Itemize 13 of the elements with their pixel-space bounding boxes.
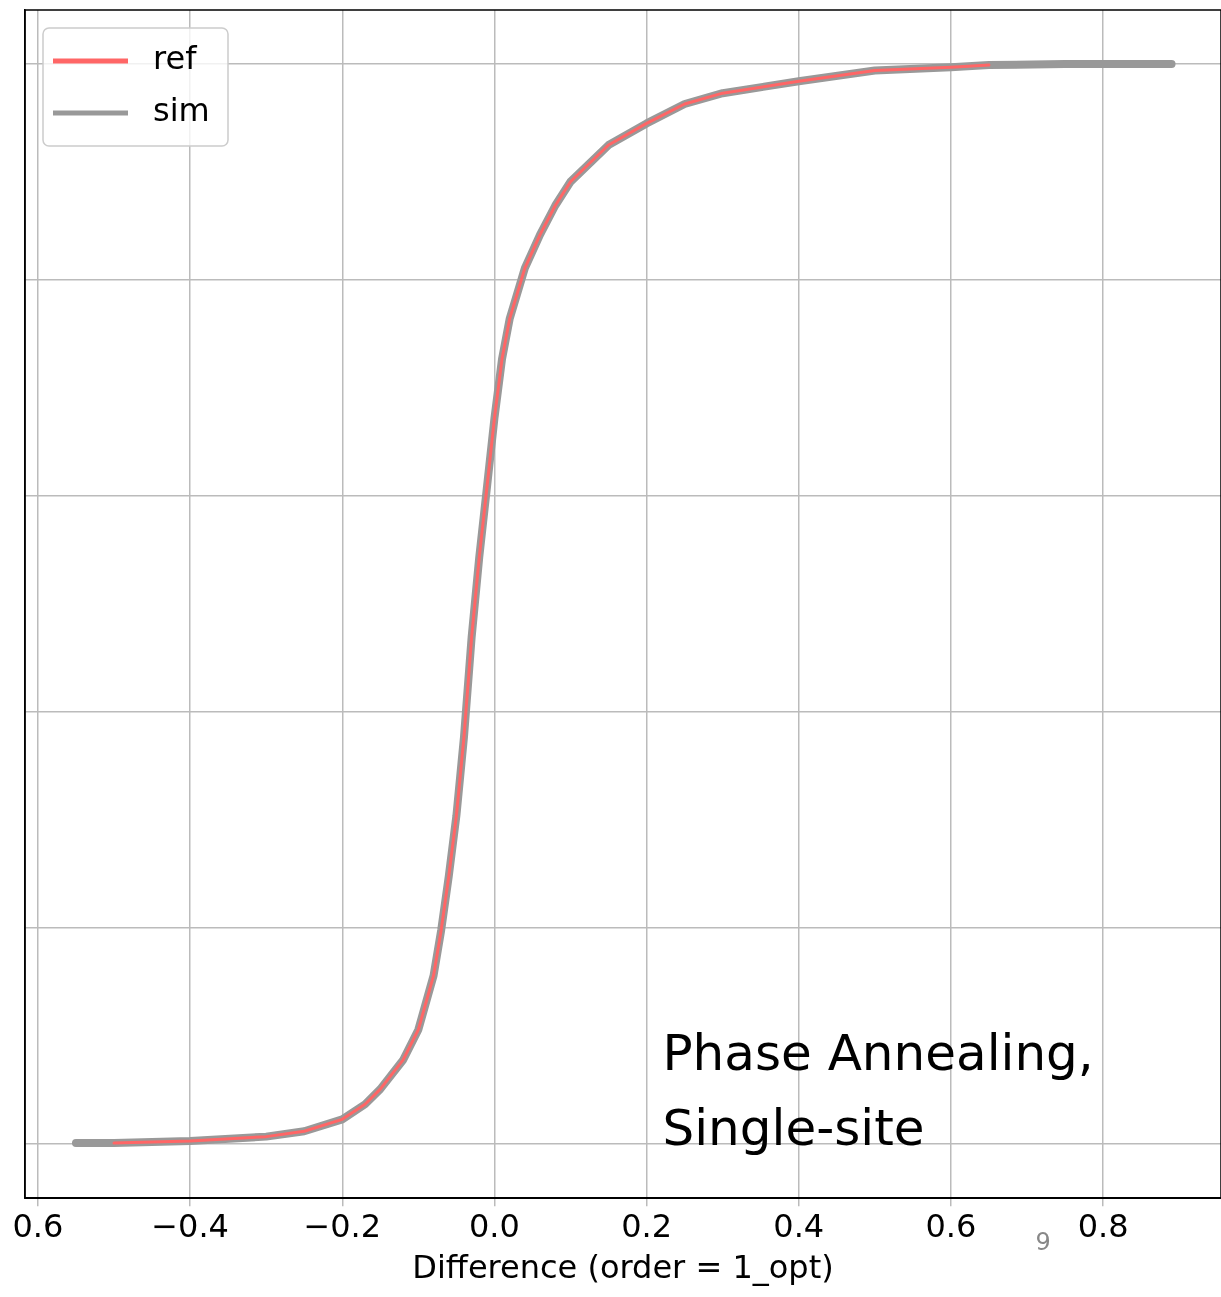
x-tick-label: 0.0 — [468, 1206, 520, 1245]
x-tick-label: 0.2 — [621, 1206, 673, 1245]
x-tick-label: 0.8 — [1077, 1206, 1129, 1245]
legend-label: sim — [153, 91, 210, 130]
x-tick-label: 0.6 — [12, 1206, 64, 1245]
x-tick-label: 0.6 — [925, 1206, 977, 1245]
x-tick-label: −0.4 — [151, 1206, 229, 1245]
legend-label: ref — [153, 39, 198, 78]
x-axis-title: Difference (order = 1_opt) — [412, 1248, 834, 1287]
x-tick-label: 0.4 — [773, 1206, 825, 1245]
text: 9 — [1035, 1228, 1051, 1257]
x-tick-label: −0.2 — [303, 1206, 382, 1245]
annotation: Phase Annealing, Single-site — [662, 1024, 1094, 1158]
